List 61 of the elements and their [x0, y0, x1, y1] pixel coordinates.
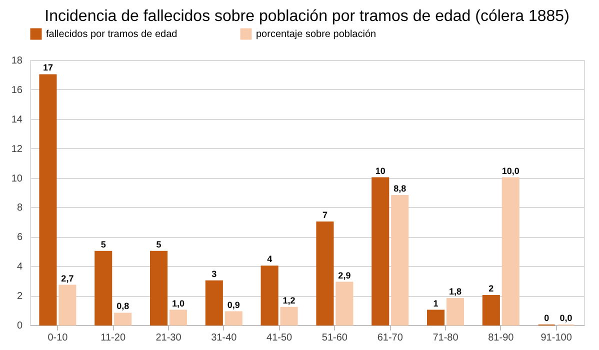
x-tick-label: 71-80	[432, 332, 459, 344]
bar	[150, 250, 168, 326]
data-label: 10	[375, 166, 386, 176]
bar	[502, 177, 520, 326]
x-tick-label: 51-60	[322, 332, 348, 344]
chart-title: Incidencia de fallecidos sobre población por tramos de edad (cólera 1885)	[44, 8, 570, 25]
data-label: 0	[544, 313, 550, 323]
x-tick-label: 41-50	[266, 332, 293, 344]
y-tick-label: 6	[16, 232, 23, 244]
data-label: 10,0	[502, 166, 520, 176]
bar	[336, 282, 354, 326]
x-tick-label: 31-40	[211, 332, 238, 344]
legend-label: fallecidos por tramos de edad	[46, 29, 178, 40]
x-tick-label: 0-10	[48, 332, 68, 344]
x-tick-label: 11-20	[100, 332, 126, 344]
bar	[58, 284, 76, 326]
y-tick-label: 0	[16, 320, 23, 332]
data-label: 5	[100, 239, 106, 250]
legend-label: porcentaje sobre población	[256, 29, 376, 40]
x-tick-label: 81-90	[488, 332, 514, 344]
bar	[316, 221, 334, 326]
y-tick-label: 4	[16, 262, 23, 273]
data-label: 2,7	[61, 273, 74, 284]
y-tick-label: 12	[11, 144, 23, 155]
bar	[224, 311, 242, 326]
bar	[280, 306, 298, 326]
data-label: 0,0	[560, 313, 572, 323]
bar	[446, 298, 464, 326]
data-label: 1,0	[172, 298, 184, 308]
data-label: 5	[156, 239, 162, 250]
bar	[114, 312, 132, 326]
bar	[372, 177, 390, 326]
data-label: 0,8	[116, 301, 130, 312]
data-label: 2,9	[338, 270, 351, 280]
x-tick-label: 21-30	[156, 332, 182, 344]
bar	[39, 74, 57, 326]
bar	[94, 250, 112, 326]
data-label: 17	[42, 62, 53, 73]
data-label: 2	[488, 284, 494, 294]
y-tick-label: 18	[11, 56, 23, 66]
y-tick-label: 8	[16, 202, 23, 214]
data-label: 1,2	[282, 295, 296, 306]
bar	[169, 310, 188, 326]
y-tick-label: 2	[16, 291, 23, 302]
data-label: 1,8	[448, 286, 462, 296]
data-label: 8,8	[394, 183, 406, 194]
y-tick-label: 10	[11, 173, 23, 184]
data-label: 0,9	[227, 300, 240, 310]
bar	[205, 280, 223, 326]
data-label: 4	[267, 254, 272, 264]
data-label: 3	[212, 268, 217, 279]
data-label: 7	[322, 210, 328, 220]
bar	[482, 295, 500, 326]
y-tick-label: 14	[11, 114, 23, 126]
y-tick-label: 16	[11, 84, 23, 96]
x-tick-label: 61-70	[377, 332, 404, 344]
bar	[260, 266, 278, 326]
bar	[391, 194, 409, 326]
bar	[426, 310, 445, 326]
data-label: 1	[433, 298, 438, 308]
x-tick-label: 91-100	[540, 332, 572, 344]
